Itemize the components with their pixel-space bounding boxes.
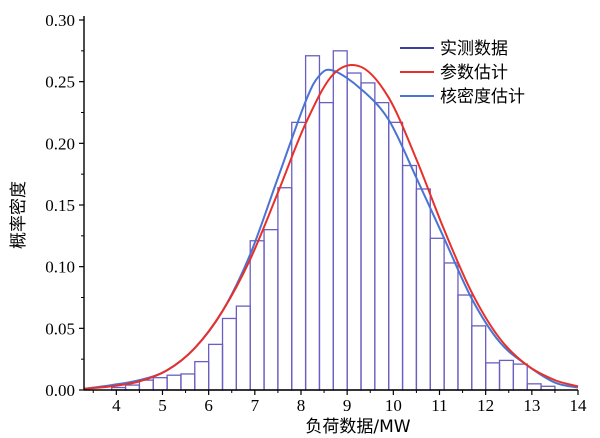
histogram-bar: [485, 362, 501, 391]
histogram-bar: [277, 187, 293, 391]
x-tick-label: 12: [477, 396, 494, 415]
histogram-bar: [346, 72, 362, 391]
x-axis-title: 负荷数据/MW: [305, 417, 410, 437]
x-tick-label: 13: [523, 396, 540, 415]
histogram-bar: [360, 82, 376, 391]
histogram-bar: [124, 384, 141, 391]
histogram-bar: [429, 237, 445, 391]
histogram-bar: [208, 343, 224, 391]
x-tick-label: 6: [204, 396, 213, 415]
y-tick-label: 0.30: [45, 11, 75, 30]
histogram-bar: [471, 325, 487, 391]
histogram-bar: [304, 55, 321, 391]
x-tick-label: 5: [158, 396, 167, 415]
histogram-bar: [291, 121, 307, 391]
density-curves: [83, 63, 579, 390]
histogram-bar: [388, 121, 404, 391]
histogram-bar: [180, 373, 196, 391]
histogram-bar: [415, 188, 431, 391]
x-tick-label: 10: [385, 396, 402, 415]
histogram-bar: [263, 229, 279, 391]
histogram-bar: [498, 359, 515, 391]
y-tick-label: 0.20: [45, 134, 75, 153]
x-tick-label: 7: [251, 396, 260, 415]
x-axis-ticks: 4 5 6 7 8 9 10 11 12 13 14: [92, 390, 588, 415]
x-tick-label: 9: [343, 396, 352, 415]
kde-curve: [83, 68, 579, 390]
y-tick-label: 0.10: [45, 258, 75, 277]
y-tick-label: 0.25: [45, 73, 75, 92]
histogram-bar: [374, 101, 390, 391]
histogram-bar: [221, 317, 238, 391]
histogram-bar: [443, 262, 459, 391]
y-tick-label: 0.00: [45, 381, 75, 400]
axes: [83, 16, 578, 391]
histogram-bar: [249, 240, 265, 391]
legend-label: 核密度估计: [440, 87, 525, 107]
histogram-bar: [512, 363, 528, 391]
histogram-bar: [152, 377, 168, 391]
histogram-bar: [457, 294, 473, 391]
y-tick-label: 0.05: [45, 319, 75, 338]
legend-label: 参数估计: [440, 63, 508, 83]
legend-label: 实测数据: [440, 39, 508, 59]
x-tick-label: 14: [570, 396, 588, 415]
histogram-bar: [318, 101, 334, 391]
x-tick-label: 4: [112, 396, 121, 415]
histogram-bars: [111, 50, 556, 391]
y-tick-label: 0.15: [45, 196, 75, 215]
histogram-bar: [526, 383, 542, 391]
histogram-bar: [235, 305, 251, 391]
y-axis-ticks: 0.00 0.05 0.10 0.15 0.20 0.25 0.30: [45, 11, 84, 400]
histogram-bar: [332, 50, 348, 391]
parametric-curve: [83, 63, 579, 390]
x-tick-label: 8: [297, 396, 306, 415]
histogram-bar: [194, 360, 210, 391]
histogram-bar: [166, 374, 182, 391]
y-axis-title: 概率密度: [9, 181, 29, 249]
x-tick-label: 11: [431, 396, 447, 415]
histogram-bar: [401, 164, 418, 391]
